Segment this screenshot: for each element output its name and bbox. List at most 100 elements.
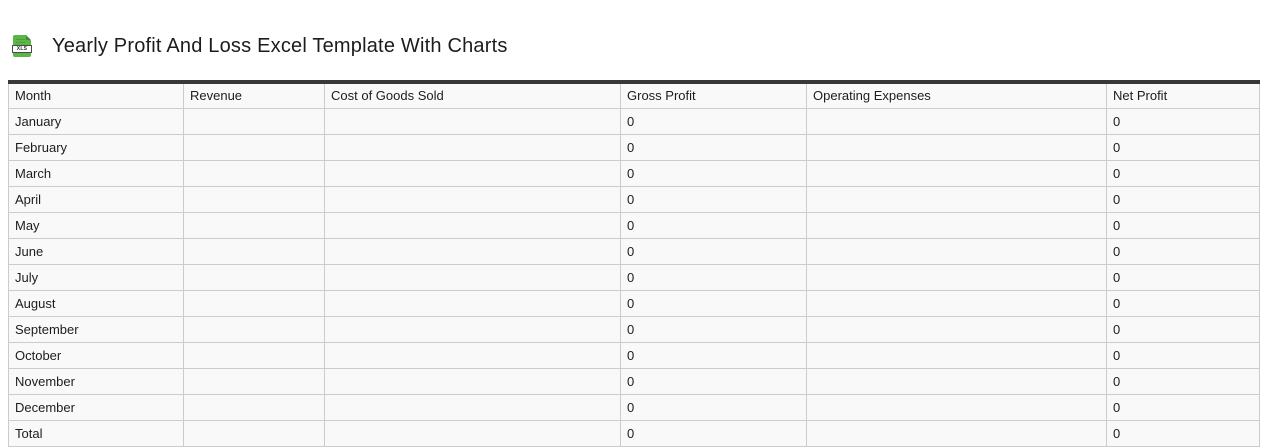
cell-operating-expenses-september: [806, 315, 1107, 343]
cell-operating-expenses-april: [806, 185, 1107, 213]
profit-and-loss-table: Month Revenue Cost of Goods Sold Gross Prof…: [8, 80, 1260, 447]
cell-cost-of-goods-sold-november: [324, 367, 621, 395]
column-header-revenue: Revenue: [183, 81, 325, 109]
cell-net-profit-total: 0: [1106, 419, 1260, 447]
cell-operating-expenses-august: [806, 289, 1107, 317]
cell-gross-profit-july: 0: [620, 263, 807, 291]
table-header-row: Month Revenue Cost of Goods Sold Gross Prof…: [8, 81, 1260, 109]
cell-cost-of-goods-sold-august: [324, 289, 621, 317]
table-row-total: Total 0 0: [8, 419, 1260, 447]
table-row-april: April 0 0: [8, 185, 1260, 213]
table-row-may: May 0 0: [8, 211, 1260, 239]
cell-month-total: Total: [8, 419, 184, 447]
cell-operating-expenses-may: [806, 211, 1107, 239]
cell-cost-of-goods-sold-july: [324, 263, 621, 291]
cell-operating-expenses-march: [806, 159, 1107, 187]
xls-file-icon: XLS: [12, 35, 32, 57]
xls-icon-label: XLS: [12, 45, 32, 53]
cell-gross-profit-november: 0: [620, 367, 807, 395]
cell-month-april: April: [8, 185, 184, 213]
cell-gross-profit-december: 0: [620, 393, 807, 421]
cell-net-profit-october: 0: [1106, 341, 1260, 369]
cell-cost-of-goods-sold-september: [324, 315, 621, 343]
cell-cost-of-goods-sold-february: [324, 133, 621, 161]
table-row-august: August 0 0: [8, 289, 1260, 317]
cell-operating-expenses-december: [806, 393, 1107, 421]
column-header-net-profit: Net Profit: [1106, 81, 1260, 109]
cell-month-november: November: [8, 367, 184, 395]
table-row-february: February 0 0: [8, 133, 1260, 161]
cell-gross-profit-september: 0: [620, 315, 807, 343]
column-header-month: Month: [8, 81, 184, 109]
table-header: Month Revenue Cost of Goods Sold Gross Prof…: [8, 81, 1260, 109]
cell-revenue-october: [183, 341, 325, 369]
cell-operating-expenses-november: [806, 367, 1107, 395]
cell-revenue-december: [183, 393, 325, 421]
cell-operating-expenses-june: [806, 237, 1107, 265]
cell-cost-of-goods-sold-april: [324, 185, 621, 213]
cell-gross-profit-april: 0: [620, 185, 807, 213]
column-header-operating-expenses: Operating Expenses: [806, 81, 1107, 109]
cell-month-december: December: [8, 393, 184, 421]
cell-net-profit-january: 0: [1106, 107, 1260, 135]
cell-cost-of-goods-sold-december: [324, 393, 621, 421]
column-header-cost-of-goods-sold: Cost of Goods Sold: [324, 81, 621, 109]
cell-gross-profit-october: 0: [620, 341, 807, 369]
cell-cost-of-goods-sold-total: [324, 419, 621, 447]
cell-month-august: August: [8, 289, 184, 317]
cell-net-profit-june: 0: [1106, 237, 1260, 265]
cell-net-profit-july: 0: [1106, 263, 1260, 291]
cell-revenue-march: [183, 159, 325, 187]
cell-gross-profit-august: 0: [620, 289, 807, 317]
cell-gross-profit-total: 0: [620, 419, 807, 447]
cell-gross-profit-june: 0: [620, 237, 807, 265]
cell-net-profit-september: 0: [1106, 315, 1260, 343]
cell-operating-expenses-october: [806, 341, 1107, 369]
table-row-october: October 0 0: [8, 341, 1260, 369]
cell-net-profit-march: 0: [1106, 159, 1260, 187]
cell-operating-expenses-february: [806, 133, 1107, 161]
cell-operating-expenses-january: [806, 107, 1107, 135]
table-row-july: July 0 0: [8, 263, 1260, 291]
cell-operating-expenses-july: [806, 263, 1107, 291]
cell-gross-profit-january: 0: [620, 107, 807, 135]
table-row-november: November 0 0: [8, 367, 1260, 395]
cell-cost-of-goods-sold-october: [324, 341, 621, 369]
cell-net-profit-august: 0: [1106, 289, 1260, 317]
cell-revenue-november: [183, 367, 325, 395]
cell-month-september: September: [8, 315, 184, 343]
cell-revenue-february: [183, 133, 325, 161]
cell-revenue-august: [183, 289, 325, 317]
table-row-march: March 0 0: [8, 159, 1260, 187]
xls-icon-fold: [26, 35, 31, 40]
page-title: Yearly Profit And Loss Excel Template Wi…: [52, 34, 508, 57]
cell-net-profit-may: 0: [1106, 211, 1260, 239]
cell-operating-expenses-total: [806, 419, 1107, 447]
cell-revenue-may: [183, 211, 325, 239]
cell-revenue-september: [183, 315, 325, 343]
cell-net-profit-february: 0: [1106, 133, 1260, 161]
cell-net-profit-december: 0: [1106, 393, 1260, 421]
table-row-june: June 0 0: [8, 237, 1260, 265]
cell-cost-of-goods-sold-may: [324, 211, 621, 239]
cell-month-january: January: [8, 107, 184, 135]
cell-month-june: June: [8, 237, 184, 265]
cell-revenue-total: [183, 419, 325, 447]
cell-cost-of-goods-sold-january: [324, 107, 621, 135]
cell-gross-profit-march: 0: [620, 159, 807, 187]
table-row-september: September 0 0: [8, 315, 1260, 343]
cell-revenue-january: [183, 107, 325, 135]
cell-month-february: February: [8, 133, 184, 161]
cell-cost-of-goods-sold-march: [324, 159, 621, 187]
cell-gross-profit-february: 0: [620, 133, 807, 161]
column-header-gross-profit: Gross Profit: [620, 81, 807, 109]
cell-month-march: March: [8, 159, 184, 187]
cell-net-profit-april: 0: [1106, 185, 1260, 213]
cell-month-october: October: [8, 341, 184, 369]
table-body: January 0 0 February 0 0 March 0 0 April 0 0 May 0 0 Ju…: [8, 107, 1260, 447]
cell-month-july: July: [8, 263, 184, 291]
cell-gross-profit-may: 0: [620, 211, 807, 239]
cell-cost-of-goods-sold-june: [324, 237, 621, 265]
xls-icon-text-lines: [16, 39, 25, 43]
cell-revenue-june: [183, 237, 325, 265]
